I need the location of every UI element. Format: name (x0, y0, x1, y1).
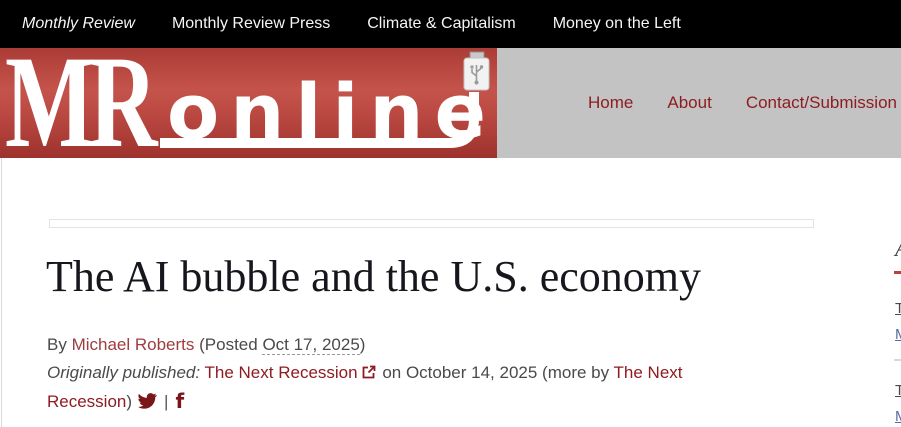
topbar-link-monthly-review[interactable]: Monthly Review (22, 15, 135, 32)
facebook-share-icon[interactable]: f (175, 389, 185, 413)
sidebar-separator (894, 359, 901, 361)
byline-by-label: By (47, 335, 72, 354)
byline-posted-open: (Posted (194, 335, 263, 354)
external-link-icon[interactable] (358, 363, 378, 382)
author-link[interactable]: Michael Roberts (71, 335, 195, 354)
topbar-link-money-on-the-left[interactable]: Money on the Left (552, 15, 681, 32)
sidebar-item-title-fragment[interactable]: T (895, 382, 901, 399)
posted-date: Oct 17, 2025 (262, 335, 360, 355)
nav-link-about[interactable]: About (667, 93, 712, 112)
article-title: The AI bubble and the U.S. economy (46, 252, 701, 301)
more-source-line1: The Next (613, 363, 683, 382)
twitter-share-icon[interactable] (132, 392, 158, 411)
icon-separator: | (164, 392, 169, 411)
nav-link-contact-submission[interactable]: Contact/Submission (745, 93, 897, 112)
main-nav: Home About Contact/Submission (497, 48, 901, 158)
sidebar-item-meta-fragment[interactable]: M (895, 326, 901, 343)
logo-mr-text: MR (5, 48, 158, 158)
logo-online-text: online (167, 67, 497, 156)
sidebar-item-meta-fragment[interactable]: M (895, 408, 901, 425)
byline-posted-line: By Michael Roberts (Posted Oct 17, 2025) (47, 331, 747, 359)
origin-date-text: on October 14, 2025 (more by (377, 363, 614, 382)
sidebar-item-title-fragment[interactable]: T (895, 300, 901, 317)
byline-origin-line: Originally published: The Next Recession… (47, 359, 747, 416)
content-left-border (1, 158, 2, 427)
more-by-source-link[interactable]: The Next Recession (47, 363, 683, 411)
facebook-f-glyph: f (175, 389, 185, 413)
more-source-line2: Recession (47, 392, 127, 411)
sidebar-heading-fragment: A (895, 236, 901, 262)
originally-published-label: Originally published: (47, 363, 201, 382)
empty-banner-placeholder (49, 219, 814, 228)
byline-posted-close: ) (359, 335, 366, 354)
byline-close-paren: ) (126, 392, 133, 411)
top-network-bar: Monthly Review Monthly Review Press Clim… (0, 0, 901, 48)
topbar-link-climate-capitalism[interactable]: Climate & Capitalism (367, 15, 516, 32)
site-header: MR online Home About Contact/Submission (0, 48, 901, 158)
article-byline: By Michael Roberts (Posted Oct 17, 2025)… (47, 331, 747, 416)
usb-plug-icon (160, 51, 490, 148)
mronline-logo[interactable]: MR online (0, 48, 497, 158)
origin-source-link[interactable]: The Next Recession (204, 363, 358, 382)
topbar-link-mr-press[interactable]: Monthly Review Press (171, 15, 331, 32)
sidebar-accent-dash (894, 271, 901, 274)
nav-link-home[interactable]: Home (588, 93, 634, 112)
